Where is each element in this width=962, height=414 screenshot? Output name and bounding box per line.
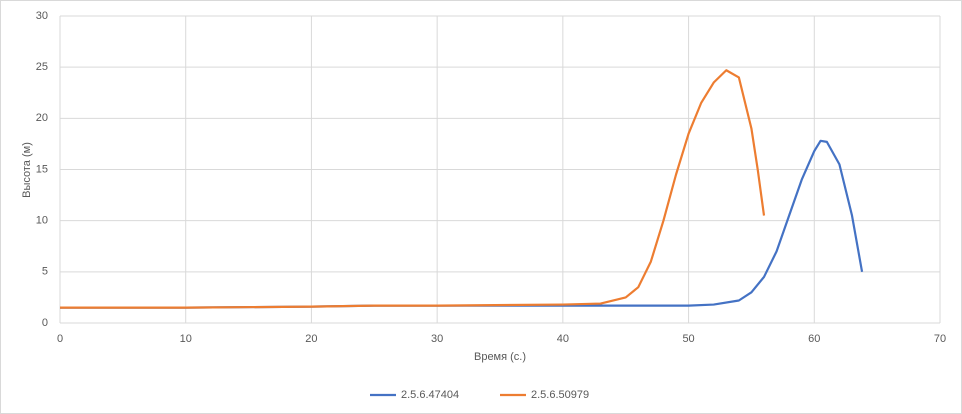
x-tick-label: 30 xyxy=(431,333,443,345)
y-axis-title: Высота (м) xyxy=(21,142,33,198)
x-tick-label: 0 xyxy=(57,333,63,345)
y-tick-label: 15 xyxy=(36,163,48,175)
x-tick-label: 70 xyxy=(934,333,946,345)
y-tick-label: 25 xyxy=(36,61,48,73)
x-tick-label: 10 xyxy=(180,333,192,345)
y-tick-label: 5 xyxy=(42,266,48,278)
y-tick-label: 30 xyxy=(36,10,48,22)
x-tick-label: 40 xyxy=(557,333,569,345)
y-tick-label: 0 xyxy=(42,317,48,329)
x-axis-title: Время (с.) xyxy=(474,351,526,363)
x-tick-label: 50 xyxy=(682,333,694,345)
line-series xyxy=(60,69,766,309)
x-tick-label: 60 xyxy=(808,333,820,345)
y-tick-label: 10 xyxy=(36,215,48,227)
legend-label: 2.5.6.47404 xyxy=(401,389,459,401)
x-tick-label: 20 xyxy=(305,333,317,345)
y-tick-label: 20 xyxy=(36,112,48,124)
legend-label: 2.5.6.50979 xyxy=(531,389,589,401)
